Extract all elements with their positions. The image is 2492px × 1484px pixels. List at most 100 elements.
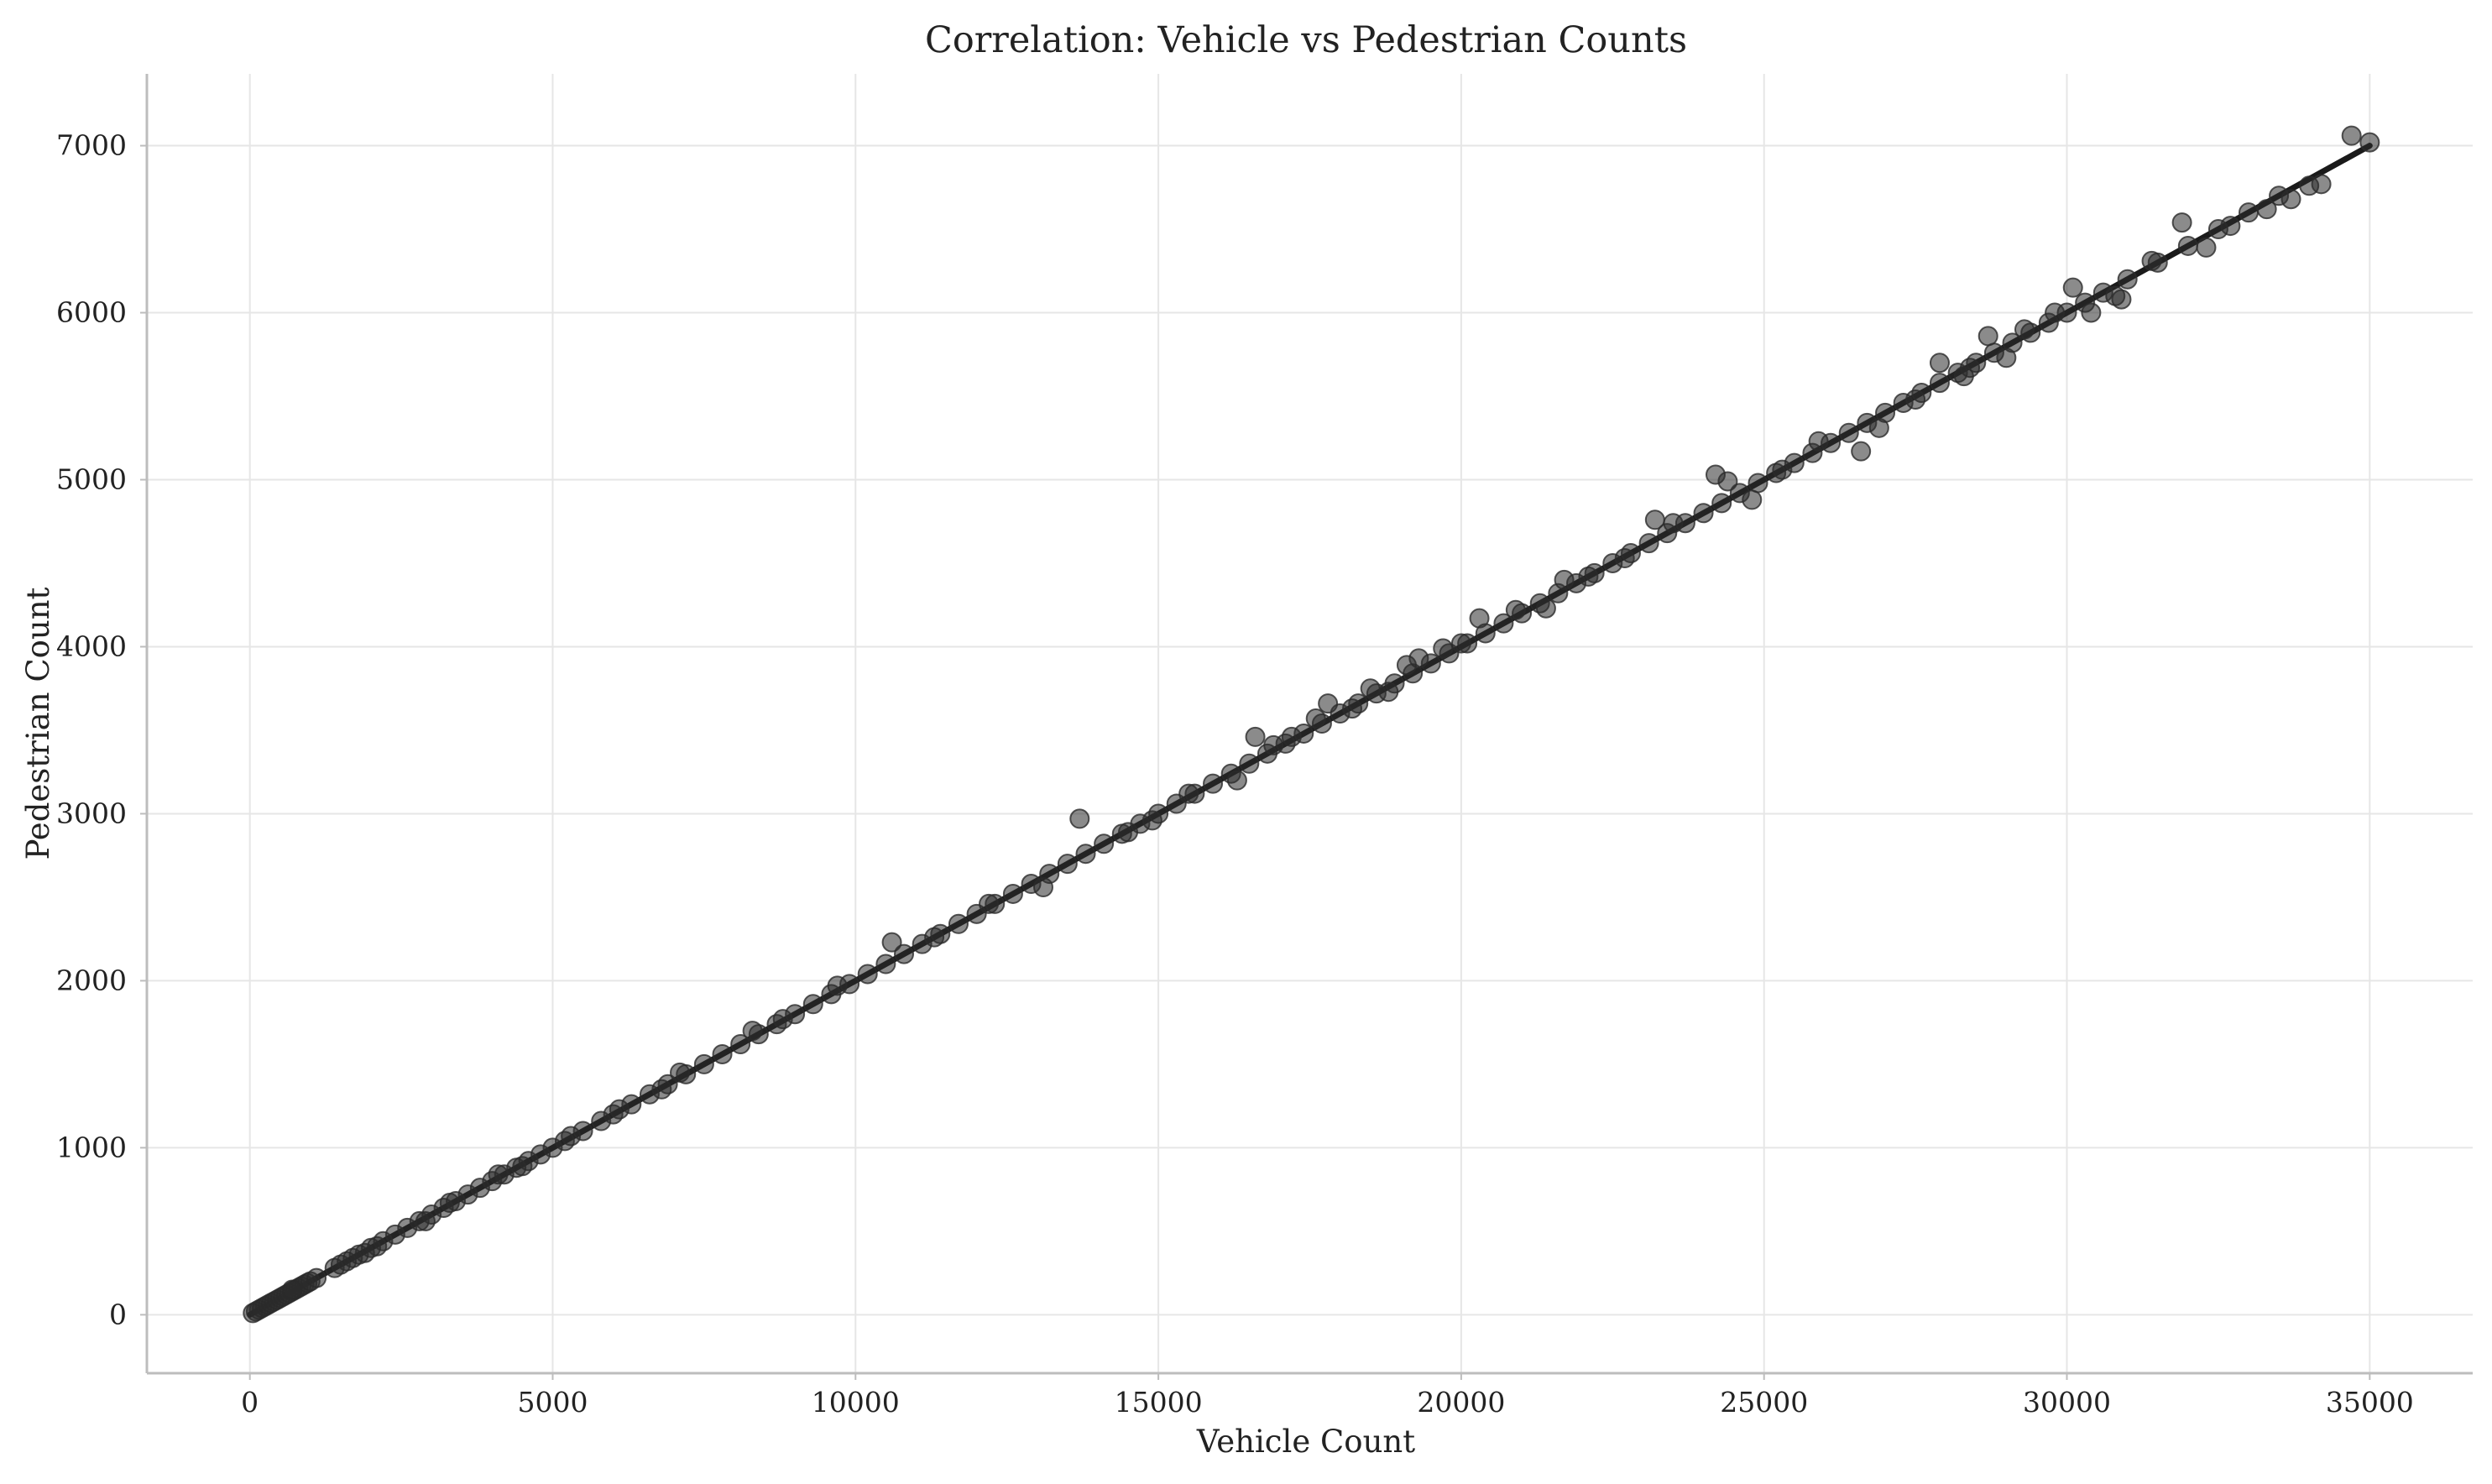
y-axis-label: Pedestrian Count bbox=[20, 587, 56, 860]
data-point bbox=[1742, 489, 1763, 510]
data-point bbox=[857, 964, 878, 985]
y-tick-label: 6000 bbox=[56, 296, 127, 329]
data-point bbox=[2141, 250, 2162, 271]
data-point bbox=[1977, 326, 1998, 347]
data-point bbox=[894, 943, 915, 964]
data-point bbox=[415, 1210, 436, 1231]
data-point bbox=[1075, 844, 1096, 865]
y-tick-label: 5000 bbox=[56, 463, 127, 496]
data-point bbox=[1002, 883, 1023, 904]
data-point bbox=[488, 1164, 509, 1185]
data-point bbox=[1094, 833, 1115, 854]
data-point bbox=[881, 932, 902, 953]
data-point bbox=[439, 1193, 460, 1214]
x-axis-ticks: 0 5000 10000 15000 20000 25000 30000 35000 bbox=[241, 1373, 2414, 1419]
data-point bbox=[742, 1021, 763, 1042]
data-point bbox=[1838, 422, 1859, 443]
data-point bbox=[1554, 569, 1575, 590]
data-point bbox=[948, 913, 969, 934]
y-tick-label: 7000 bbox=[56, 129, 127, 162]
data-point bbox=[2239, 202, 2260, 223]
data-point bbox=[2280, 189, 2301, 210]
data-point bbox=[1069, 808, 1090, 829]
data-point bbox=[2045, 302, 2066, 323]
data-point bbox=[1851, 441, 1872, 462]
data-point bbox=[1142, 810, 1162, 831]
data-point bbox=[875, 954, 896, 975]
data-point bbox=[1505, 599, 1526, 620]
data-point bbox=[1578, 566, 1599, 587]
data-point bbox=[1693, 503, 1714, 524]
data-point bbox=[1450, 633, 1471, 654]
data-point bbox=[924, 927, 945, 948]
data-point bbox=[2220, 216, 2241, 237]
data-point bbox=[354, 1242, 375, 1263]
data-point bbox=[1226, 770, 1247, 791]
chart-title: Correlation: Vehicle vs Pedestrian Count… bbox=[925, 19, 1687, 61]
data-point bbox=[1281, 726, 1302, 747]
data-point bbox=[730, 1034, 751, 1055]
y-tick-label: 2000 bbox=[56, 964, 127, 996]
data-points bbox=[243, 125, 2380, 1324]
data-point bbox=[609, 1099, 630, 1120]
data-point bbox=[1239, 753, 1260, 774]
x-tick-label: 35000 bbox=[2326, 1386, 2414, 1419]
data-point bbox=[1178, 783, 1199, 804]
data-point bbox=[1638, 533, 1659, 554]
data-point bbox=[2177, 235, 2198, 256]
data-point bbox=[1118, 822, 1139, 843]
data-point bbox=[306, 1267, 327, 1288]
data-point bbox=[2311, 174, 2332, 195]
data-point bbox=[2014, 319, 2035, 340]
data-point bbox=[1614, 548, 1635, 569]
data-point bbox=[1717, 471, 1738, 492]
data-point bbox=[802, 994, 823, 1015]
data-point bbox=[1711, 493, 1732, 514]
data-point bbox=[1305, 708, 1326, 729]
data-point bbox=[2081, 302, 2102, 323]
data-point bbox=[1644, 509, 1665, 530]
grid-lines bbox=[147, 74, 2473, 1373]
x-tick-label: 5000 bbox=[517, 1386, 588, 1419]
y-axis-ticks: 0 1000 2000 3000 4000 5000 6000 7000 bbox=[56, 129, 147, 1330]
data-point bbox=[1203, 773, 1224, 794]
data-point bbox=[2171, 212, 2192, 233]
x-tick-label: 30000 bbox=[2023, 1386, 2111, 1419]
data-point bbox=[1032, 876, 1053, 897]
data-point bbox=[712, 1043, 733, 1064]
data-point bbox=[2341, 125, 2362, 146]
data-point bbox=[512, 1156, 533, 1177]
data-point bbox=[2256, 199, 2277, 220]
data-point bbox=[2196, 237, 2217, 258]
data-point bbox=[1748, 473, 1768, 494]
x-tick-label: 20000 bbox=[1417, 1386, 1505, 1419]
data-point bbox=[1433, 638, 1454, 659]
data-point bbox=[1396, 655, 1417, 676]
data-point bbox=[1772, 459, 1793, 480]
data-point bbox=[1905, 389, 1926, 410]
data-point bbox=[1469, 608, 1490, 629]
data-point bbox=[1360, 678, 1381, 699]
data-point bbox=[2111, 289, 2132, 310]
data-point bbox=[979, 893, 1000, 914]
x-axis-label: Vehicle Count bbox=[1196, 1424, 1415, 1460]
data-point bbox=[1378, 682, 1399, 703]
data-point bbox=[282, 1279, 303, 1300]
y-tick-label: 0 bbox=[109, 1298, 127, 1330]
x-tick-label: 15000 bbox=[1115, 1386, 1203, 1419]
y-tick-label: 1000 bbox=[56, 1131, 127, 1163]
y-tick-label: 3000 bbox=[56, 797, 127, 829]
data-point bbox=[1342, 698, 1363, 719]
x-tick-label: 0 bbox=[241, 1386, 259, 1419]
data-point bbox=[1057, 854, 1078, 875]
data-point bbox=[772, 1009, 793, 1030]
data-point bbox=[1929, 353, 1950, 374]
data-point bbox=[1663, 513, 1684, 534]
data-point bbox=[2062, 277, 2083, 298]
data-point bbox=[693, 1053, 714, 1074]
data-point bbox=[2117, 269, 2138, 290]
x-tick-label: 25000 bbox=[1720, 1386, 1808, 1419]
data-point bbox=[1318, 693, 1339, 714]
data-point bbox=[1868, 417, 1889, 438]
